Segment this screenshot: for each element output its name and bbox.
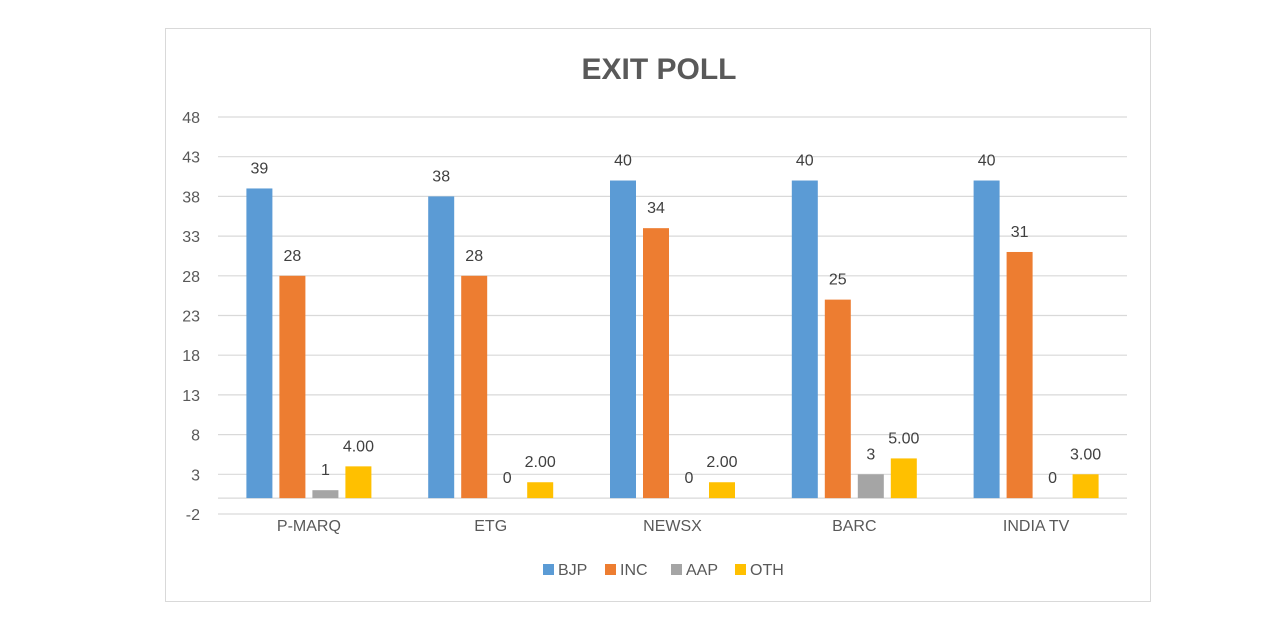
data-label: 2.00: [525, 454, 556, 471]
y-tick-label: 23: [182, 309, 200, 326]
data-label: 2.00: [706, 454, 737, 471]
data-label: 3: [866, 446, 875, 463]
legend-label-aap: AAP: [686, 562, 718, 579]
bar-inc-barc: [824, 299, 851, 499]
legend-label-inc: INC: [620, 562, 648, 579]
legend: BJP INC AAP OTH: [543, 562, 784, 579]
bar-bjp-barc: [791, 180, 818, 499]
data-labels: 39 28 1 4.00 38 28 0 2.00 40 34 0 2.00 40 25 3 5.00 40 31…: [251, 153, 1102, 488]
bar-aap-p-marq: [312, 490, 339, 499]
chart-title: EXIT POLL: [581, 53, 736, 86]
y-tick-label: 33: [182, 229, 200, 246]
data-label: 4.00: [343, 438, 374, 455]
legend-swatch-inc: [605, 564, 616, 575]
data-label: 40: [796, 153, 814, 170]
y-tick-label: 8: [191, 428, 200, 445]
y-tick-label: 18: [182, 348, 200, 365]
bar-inc-india-tv: [1006, 251, 1033, 499]
category-label: NEWSX: [643, 518, 702, 535]
data-label: 0: [503, 470, 512, 487]
y-tick-label: 28: [182, 269, 200, 286]
y-tick-label: 13: [182, 388, 200, 405]
data-label: 5.00: [888, 430, 919, 447]
y-tick-label: 38: [182, 189, 200, 206]
bar-oth-etg: [527, 482, 554, 499]
y-tick-label: 48: [182, 110, 200, 127]
bar-oth-india-tv: [1072, 474, 1099, 499]
y-tick-label: -2: [186, 507, 200, 524]
category-label: INDIA TV: [1003, 518, 1070, 535]
data-label: 40: [978, 153, 996, 170]
category-label: P-MARQ: [277, 518, 341, 535]
category-labels: P-MARQ ETG NEWSX BARC INDIA TV: [277, 518, 1070, 535]
bar-aap-barc: [857, 474, 884, 499]
bar-bjp-india-tv: [973, 180, 1000, 499]
bar-bjp-newsx: [610, 180, 636, 499]
bar-inc-newsx: [643, 228, 669, 499]
data-label: 31: [1011, 224, 1029, 241]
data-label: 28: [284, 248, 302, 265]
bar-oth-p-marq: [345, 466, 372, 499]
data-label: 0: [685, 470, 694, 487]
y-tick-label: 43: [182, 150, 200, 167]
category-label: ETG: [474, 518, 507, 535]
bar-bjp-p-marq: [246, 188, 273, 499]
data-label: 40: [614, 153, 632, 170]
data-label: 25: [829, 272, 847, 289]
data-label: 3.00: [1070, 446, 1101, 463]
bar-oth-newsx: [709, 482, 735, 499]
y-tick-label: 3: [191, 467, 200, 484]
data-label: 38: [432, 168, 450, 185]
bar-inc-p-marq: [279, 275, 306, 499]
legend-swatch-bjp: [543, 564, 554, 575]
legend-label-oth: OTH: [750, 562, 784, 579]
data-label: 0: [1048, 470, 1057, 487]
data-label: 39: [251, 160, 269, 177]
data-label: 1: [321, 462, 330, 479]
legend-label-bjp: BJP: [558, 562, 587, 579]
legend-swatch-oth: [735, 564, 746, 575]
bars: [246, 180, 1099, 499]
legend-swatch-aap: [671, 564, 682, 575]
bar-bjp-etg: [428, 196, 455, 499]
bar-oth-barc: [890, 458, 917, 499]
data-label: 28: [465, 248, 483, 265]
category-label: BARC: [832, 518, 876, 535]
data-label: 34: [647, 200, 665, 217]
bar-inc-etg: [461, 275, 488, 499]
